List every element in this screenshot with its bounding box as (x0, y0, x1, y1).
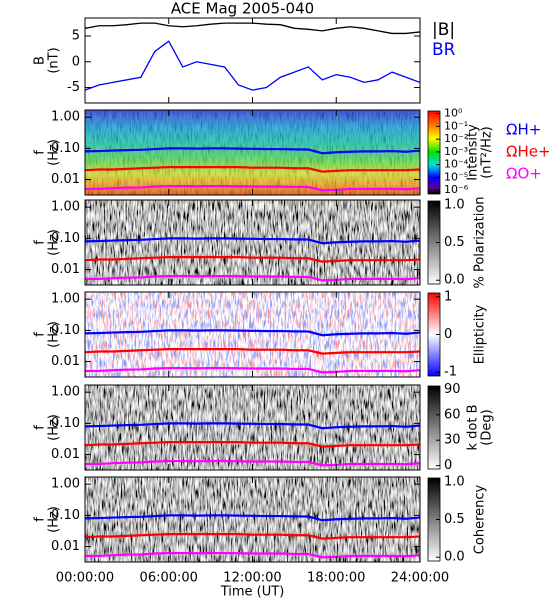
series-line (85, 256, 420, 263)
colorbar-label: % Polarization (473, 196, 488, 288)
colorbar-label: (nT²/Hz) (480, 126, 495, 179)
colorbar-tick-label: 0.5 (444, 512, 465, 527)
legend-label: BR (432, 40, 456, 60)
y-axis-label: f (33, 150, 48, 155)
series-line (85, 348, 420, 355)
colorbar-tick-label: 0.5 (444, 235, 465, 250)
colorbar-tick-label: 0.0 (444, 273, 465, 288)
colorbar-tick-label: 10⁻⁴ (444, 158, 469, 171)
series-line (85, 40, 420, 91)
series-line (85, 366, 420, 374)
colorbar-tick-label: 0 (444, 327, 452, 342)
y-tick-label: 1.00 (51, 385, 80, 400)
colorbar-tick-label: -1 (444, 365, 457, 380)
legend-label: ΩO+ (506, 165, 542, 183)
y-axis-label: (Hz) (47, 321, 62, 348)
x-tick-label: 18:00:00 (307, 571, 365, 586)
y-tick-label: 0.10 (51, 141, 80, 156)
series-line (85, 514, 420, 522)
colorbar-label: k dot B (466, 404, 481, 450)
y-tick-label: 0.10 (51, 323, 80, 338)
y-axis-label: f (33, 517, 48, 522)
x-axis-label: Time (UT) (220, 585, 285, 600)
colorbar-label: Ellipticity (473, 304, 488, 364)
series-line (85, 459, 420, 467)
series-line (85, 147, 420, 155)
series-line (85, 166, 420, 173)
y-tick-label: 1.00 (51, 200, 80, 215)
colorbar-tick-label: 10⁰ (444, 107, 463, 120)
chart-title: ACE Mag 2005-040 (171, 0, 314, 18)
colorbar-tick-label: 30 (444, 433, 461, 448)
series-line (85, 184, 420, 192)
y-axis-label: (nT) (47, 47, 62, 73)
colorbar (427, 385, 441, 470)
y-tick-label: 0.01 (51, 262, 80, 277)
x-tick-label: 24:00:00 (391, 571, 449, 586)
y-tick-label: 1.00 (51, 110, 80, 125)
x-tick-label: 12:00:00 (223, 571, 281, 586)
y-axis-label: (Hz) (47, 506, 62, 533)
y-axis-label: (Hz) (47, 229, 62, 256)
series-line (85, 422, 420, 430)
colorbar-tick-label: 1 (444, 289, 452, 304)
y-tick-label: 1.00 (51, 477, 80, 492)
colorbar-label: (Deg) (480, 409, 495, 445)
legend-label: ΩH+ (506, 121, 541, 139)
y-tick-label: 0.10 (51, 508, 80, 523)
colorbar-tick-label: 10⁻⁶ (444, 183, 469, 196)
series-line (85, 237, 420, 245)
y-tick-label: 1.00 (51, 292, 80, 307)
colorbar-label: Intensity (466, 124, 481, 181)
colorbar-tick-label: 90 (444, 382, 461, 397)
y-tick-label: 0.01 (51, 539, 80, 554)
colorbar-tick-label: 0.0 (444, 550, 465, 565)
y-axis-label: (Hz) (47, 139, 62, 166)
colorbar (427, 110, 441, 195)
series-line (85, 274, 420, 282)
colorbar-tick-label: 1.0 (444, 474, 465, 489)
y-tick-label: 5 (72, 29, 80, 44)
x-tick-label: 00:00:00 (56, 571, 114, 586)
y-axis-label: f (33, 425, 48, 430)
y-tick-label: -5 (67, 80, 80, 95)
y-tick-label: 0.01 (51, 354, 80, 369)
y-tick-label: 0.10 (51, 231, 80, 246)
colorbar-tick-label: 10⁻¹ (444, 119, 468, 132)
y-tick-label: 0.10 (51, 416, 80, 431)
series-line (85, 533, 420, 540)
y-axis-label: B (33, 56, 48, 65)
y-tick-label: 0.01 (51, 447, 80, 462)
series-line (85, 441, 420, 448)
colorbar-tick-label: 10⁻² (444, 132, 468, 145)
y-axis-label: f (33, 240, 48, 245)
y-tick-label: 0.01 (51, 172, 80, 187)
y-axis-label: (Hz) (47, 414, 62, 441)
legend-label: ΩHe+ (506, 143, 550, 161)
colorbar-tick-label: 10⁻⁵ (444, 170, 468, 183)
x-tick-label: 06:00:00 (140, 571, 198, 586)
colorbar-tick-label: 60 (444, 407, 461, 422)
series-line (85, 551, 420, 559)
y-tick-label: 0 (72, 54, 80, 69)
series-line (85, 329, 420, 337)
colorbar-label: Coherency (473, 484, 488, 554)
colorbar-tick-label: 0 (444, 458, 452, 473)
legend-label: |B| (432, 20, 455, 40)
colorbar-tick-label: 10⁻³ (444, 145, 468, 158)
series-line (85, 22, 420, 35)
colorbar-tick-label: 1.0 (444, 197, 465, 212)
y-axis-label: f (33, 332, 48, 337)
